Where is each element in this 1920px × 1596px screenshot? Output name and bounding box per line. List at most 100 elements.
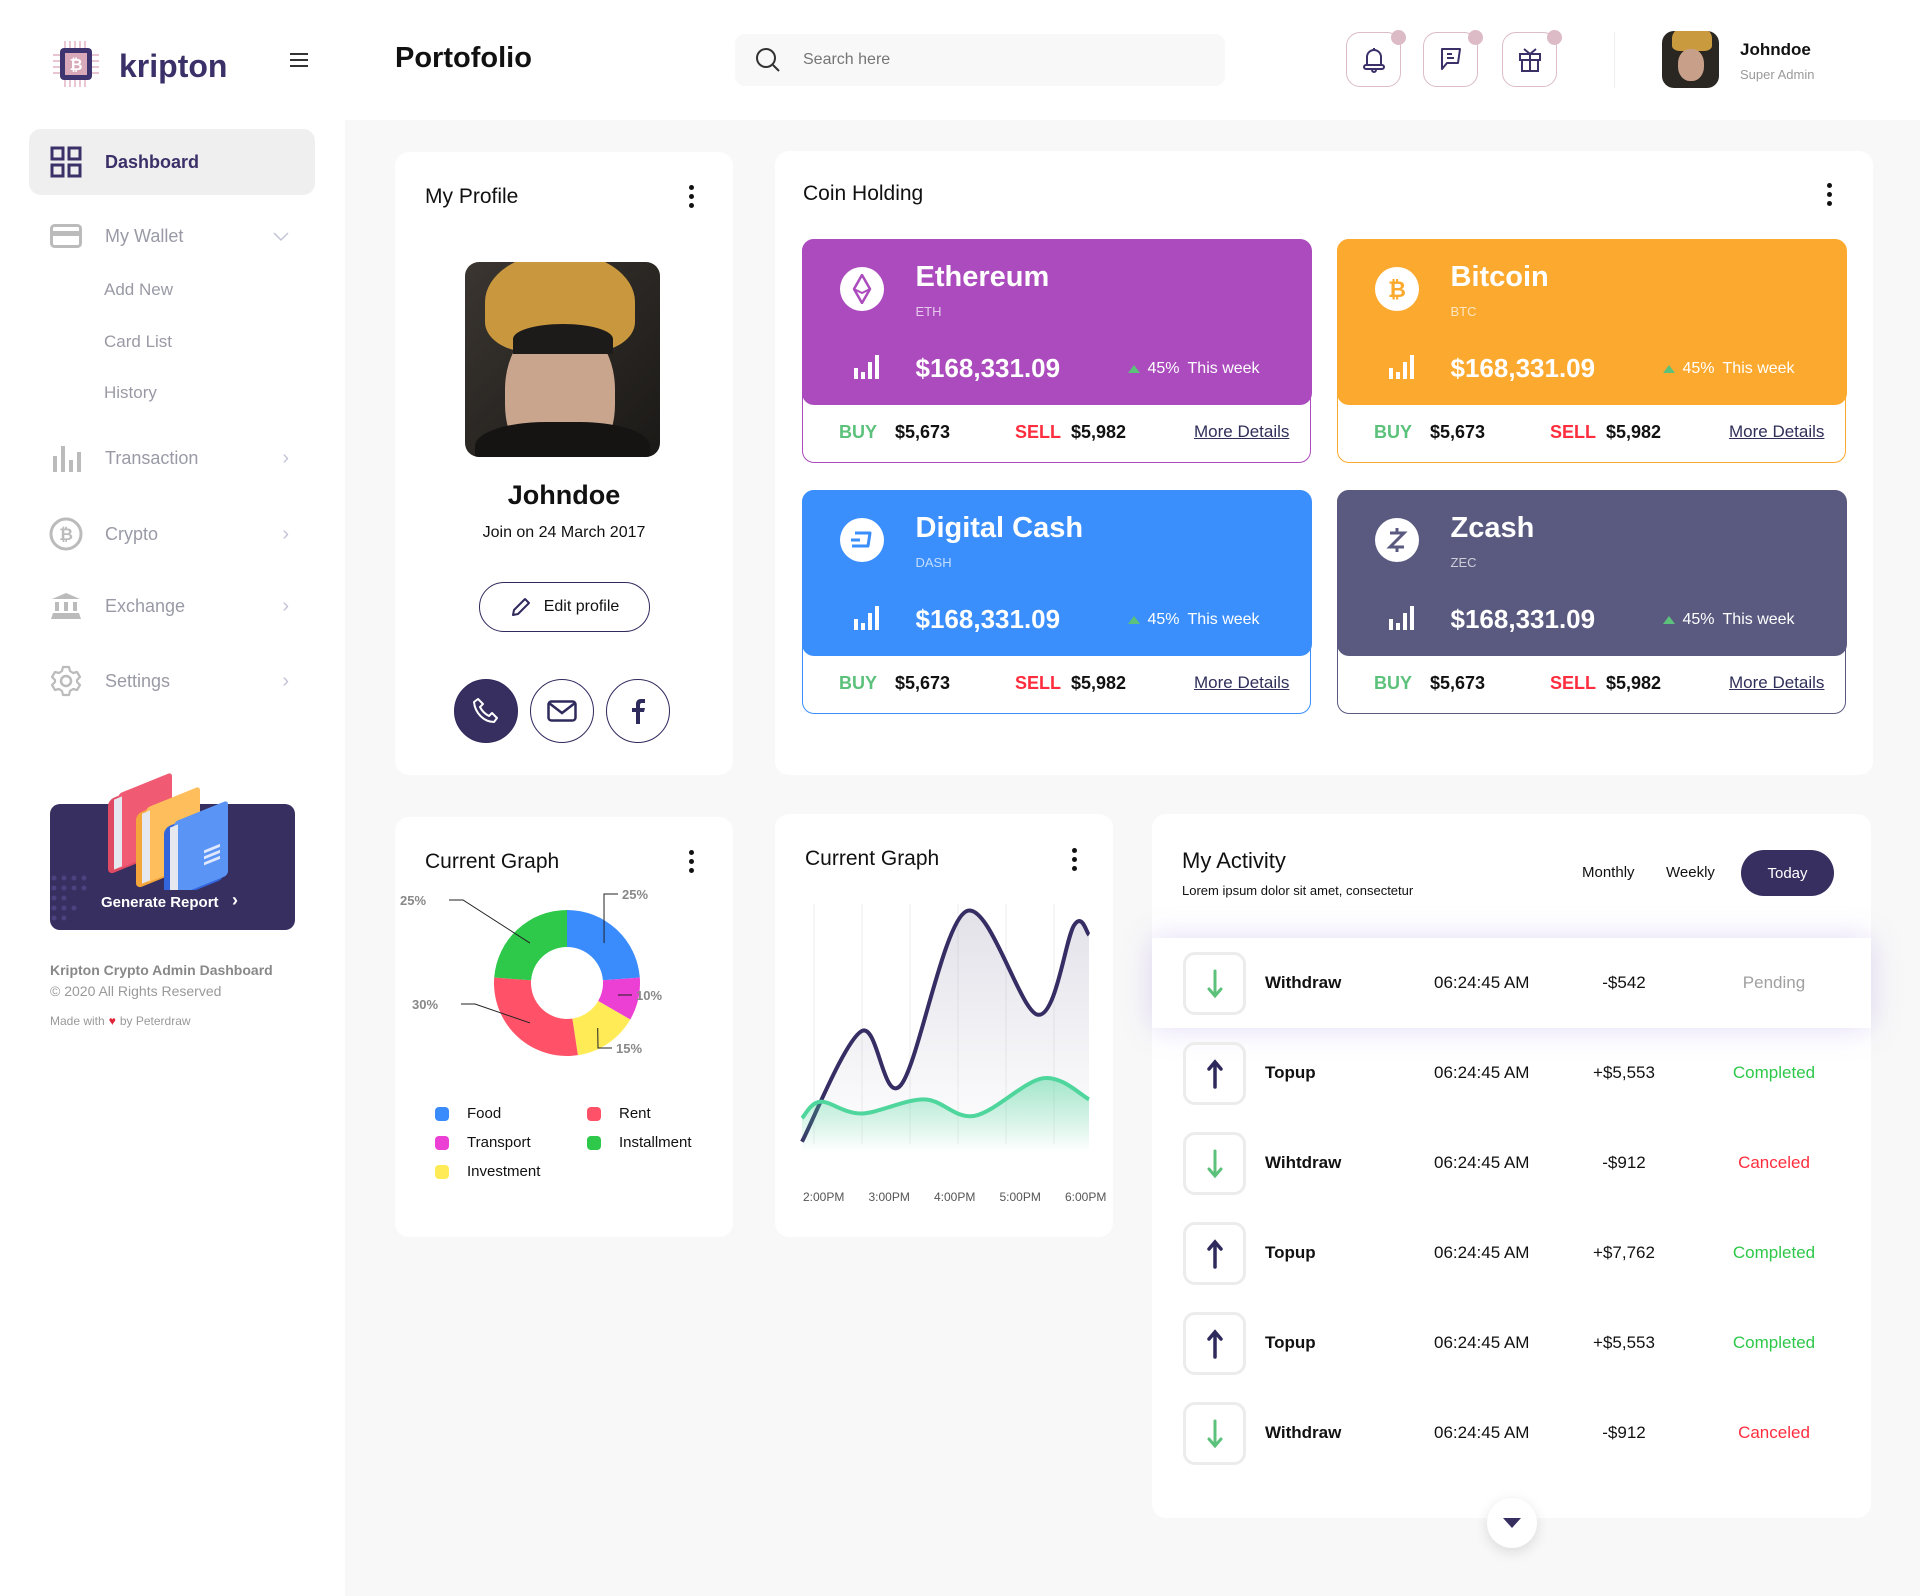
sidebar-subitem-add-new[interactable]: Add New	[104, 280, 173, 299]
sidebar-subitem-history[interactable]: History	[104, 383, 157, 402]
legend-item: Installment	[587, 1134, 692, 1151]
bitcoin-icon: ₿	[1374, 266, 1419, 311]
leader-line	[597, 1028, 612, 1049]
transaction-type-icon	[1183, 1312, 1246, 1375]
filter-weekly[interactable]: Weekly	[1666, 864, 1715, 881]
more-options-icon[interactable]	[1070, 848, 1078, 871]
messages-button[interactable]	[1423, 30, 1483, 87]
sell-label: SELL	[1550, 422, 1597, 442]
change-percent: 45%	[1682, 610, 1715, 628]
legend-item: Transport	[435, 1134, 531, 1151]
more-details-link[interactable]: More Details	[1729, 422, 1825, 441]
sidebar-item-my-wallet[interactable]: My Wallet	[29, 206, 315, 266]
notifications-button[interactable]	[1346, 30, 1406, 87]
buy-price: $5,673	[895, 673, 951, 693]
gifts-button[interactable]	[1502, 30, 1562, 87]
slice-label: 25%	[400, 893, 426, 908]
transaction-status: Canceled	[1738, 1153, 1810, 1172]
transaction-status: Pending	[1742, 973, 1806, 992]
filter-monthly[interactable]: Monthly	[1582, 864, 1635, 881]
more-options-icon[interactable]	[1825, 183, 1833, 206]
coin-card-dash: Digital Cash DASH $168,331.09 45% This we…	[801, 489, 1312, 714]
transaction-type: Topup	[1265, 1333, 1316, 1352]
user-name: Johndoe	[1740, 40, 1811, 59]
more-details-link[interactable]: More Details	[1729, 673, 1825, 692]
more-details-link[interactable]: More Details	[1194, 422, 1290, 441]
email-button[interactable]	[530, 679, 594, 743]
profile-card: My Profile Johndoe Join on 24 March 2017…	[395, 152, 733, 775]
badge-dot	[1468, 30, 1483, 45]
legend-swatch	[435, 1106, 449, 1121]
sidebar-item-dashboard[interactable]: Dashboard	[29, 129, 315, 195]
legend-label: Food	[467, 1105, 502, 1122]
legend-label: Transport	[467, 1134, 531, 1151]
activity-row[interactable]: Topup 06:24:45 AM +$7,762 Completed	[1152, 1208, 1871, 1298]
coin-change: 45% This week	[1127, 611, 1260, 629]
sidebar-item-exchange[interactable]: Exchange ›	[29, 576, 315, 636]
coin-price: $168,331.09	[915, 352, 1061, 383]
coin-change: 45% This week	[1662, 610, 1795, 629]
ethereum-icon	[839, 266, 884, 311]
sidebar-subitem-card-list[interactable]: Card List	[104, 332, 173, 351]
filter-today[interactable]: Today	[1741, 850, 1834, 896]
menu-toggle-icon[interactable]	[289, 52, 309, 73]
activity-row[interactable]: Withdraw 06:24:45 AM -$912 Canceled	[1152, 1388, 1871, 1478]
activity-row[interactable]: Topup 06:24:45 AM +$5,553 Completed	[1152, 1028, 1871, 1118]
search-input[interactable]	[803, 46, 1203, 74]
coin-card-header: Digital Cash DASH $168,331.09 45% This we…	[801, 489, 1312, 656]
donut-slice-transport	[598, 977, 640, 1020]
chevron-right-icon: ›	[282, 522, 289, 545]
activity-row[interactable]: Withdraw 06:24:45 AM -$542 Pending	[1152, 938, 1871, 1028]
edit-profile-button[interactable]: Edit profile	[479, 582, 650, 632]
coin-ticker: DASH	[915, 554, 952, 570]
coin-price: $168,331.09	[1450, 352, 1596, 383]
sell-label: SELL	[1015, 673, 1062, 693]
sidebar-item-transaction[interactable]: Transaction ›	[29, 428, 315, 488]
slice-label: 15%	[616, 1041, 642, 1056]
more-details-link[interactable]: More Details	[1194, 673, 1290, 692]
card-title: My Activity	[1182, 848, 1286, 873]
sidebar: ₿ kripton Dashboard My Wallet Add New Ca…	[0, 0, 345, 1596]
scroll-down-button[interactable]	[1487, 1498, 1537, 1548]
sell-price: $5,982	[1606, 422, 1662, 442]
coin-name: Zcash	[1450, 511, 1535, 544]
sidebar-item-settings[interactable]: Settings ›	[29, 651, 315, 711]
page-title: Portofolio	[395, 42, 532, 74]
card-icon	[49, 219, 83, 253]
more-options-icon[interactable]	[687, 850, 695, 873]
transaction-amount: +$7,762	[1593, 1243, 1655, 1262]
footer-title: Kripton Crypto Admin Dashboard	[50, 962, 273, 978]
card-title: Current Graph	[805, 847, 940, 870]
leader-line	[603, 893, 618, 944]
edit-profile-label: Edit profile	[543, 598, 620, 615]
change-period: This week	[1722, 359, 1795, 377]
arrow-up-icon	[1206, 1328, 1223, 1359]
sell-label: SELL	[1550, 673, 1597, 693]
activity-row[interactable]: Topup 06:24:45 AM +$5,553 Completed	[1152, 1298, 1871, 1388]
donut-slice-rent	[494, 977, 578, 1056]
chevron-right-icon: ›	[282, 669, 289, 692]
transaction-type-icon	[1183, 1132, 1246, 1195]
search-bar[interactable]	[735, 34, 1225, 86]
phone-button[interactable]	[454, 679, 518, 743]
sidebar-item-crypto[interactable]: ₿ Crypto ›	[29, 504, 315, 564]
badge-dot	[1547, 30, 1562, 45]
x-tick-label: 5:00PM	[1000, 1190, 1041, 1204]
made-by-text: by Peterdraw	[119, 1014, 191, 1028]
bank-icon	[49, 589, 83, 623]
bell-icon	[1362, 47, 1385, 73]
coin-change: 45% This week	[1662, 359, 1795, 378]
change-percent: 45%	[1682, 359, 1715, 377]
avatar[interactable]	[1662, 31, 1719, 88]
bar-chart-icon	[49, 441, 83, 475]
generate-report-label: Generate Report	[101, 894, 219, 911]
coin-price: $168,331.09	[1450, 603, 1596, 634]
arrow-down-icon	[1207, 969, 1222, 998]
sidebar-item-label: Settings	[105, 670, 171, 691]
buy-label: BUY	[1374, 422, 1413, 442]
series-area-1	[802, 1077, 1089, 1152]
more-options-icon[interactable]	[687, 185, 695, 208]
facebook-button[interactable]	[606, 679, 670, 743]
buy-price: $5,673	[1430, 422, 1486, 442]
activity-row[interactable]: Wihtdraw 06:24:45 AM -$912 Canceled	[1152, 1118, 1871, 1208]
